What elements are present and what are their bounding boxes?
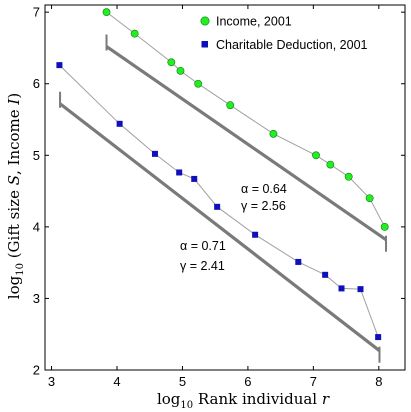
plot-frame	[44, 4, 406, 371]
y-tick-label: 6	[33, 76, 40, 91]
income-point	[269, 129, 278, 138]
deduction-point	[56, 62, 63, 69]
annotation-alpha-income: α = 0.64	[241, 182, 287, 196]
x-tick-label: 8	[375, 374, 382, 389]
x-tick-label: 3	[48, 374, 55, 389]
legend-marker-income	[200, 16, 210, 26]
x-tick-label: 4	[113, 374, 120, 389]
income-point	[194, 79, 203, 88]
deduction-point	[176, 169, 183, 176]
income-point	[167, 58, 176, 67]
legend-label-income: Income, 2001	[216, 15, 292, 29]
y-tick-label: 3	[33, 291, 40, 306]
y-tick-label: 4	[33, 219, 40, 234]
income-point	[365, 194, 374, 203]
income-point	[380, 222, 389, 231]
income-point	[102, 8, 111, 17]
income-point	[326, 160, 335, 169]
legend-label-deduction: Charitable Deduction, 2001	[216, 38, 368, 52]
income-point	[176, 66, 185, 75]
x-axis-label: log10 Rank individual r	[157, 390, 330, 411]
income-point	[130, 29, 139, 38]
deduction-point	[214, 203, 221, 210]
fit-line-1	[59, 102, 381, 352]
deduction-point	[191, 175, 198, 182]
deduction-point	[116, 120, 123, 127]
annotation-alpha-deduction: α = 0.71	[180, 239, 226, 253]
y-axis-label: log10 (Gift size S, Income I)	[5, 93, 26, 299]
deduction-point	[338, 285, 345, 292]
x-tick-label: 7	[310, 374, 317, 389]
x-tick-label: 6	[244, 374, 251, 389]
fit-line-0	[105, 45, 387, 242]
annotation-gamma-deduction: γ = 2.41	[180, 259, 225, 273]
deduction-point	[322, 271, 329, 278]
deduction-point	[295, 258, 302, 265]
y-tick-label: 7	[33, 5, 40, 20]
series-line-1	[59, 64, 379, 338]
income-point	[312, 151, 320, 160]
series-line-0	[106, 11, 386, 228]
deduction-point	[375, 334, 382, 341]
y-tick-label: 2	[33, 363, 40, 378]
legend-marker-deduction	[201, 41, 208, 48]
deduction-point	[252, 231, 259, 238]
legend: Income, 2001 Charitable Deduction, 2001	[200, 15, 368, 52]
deduction-point	[151, 150, 158, 157]
income-point	[344, 172, 353, 181]
x-tick-label: 5	[179, 374, 186, 389]
y-tick-label: 5	[33, 148, 40, 163]
annotation-gamma-income: γ = 2.56	[241, 199, 286, 213]
deduction-point	[357, 286, 364, 293]
income-point	[226, 101, 235, 110]
